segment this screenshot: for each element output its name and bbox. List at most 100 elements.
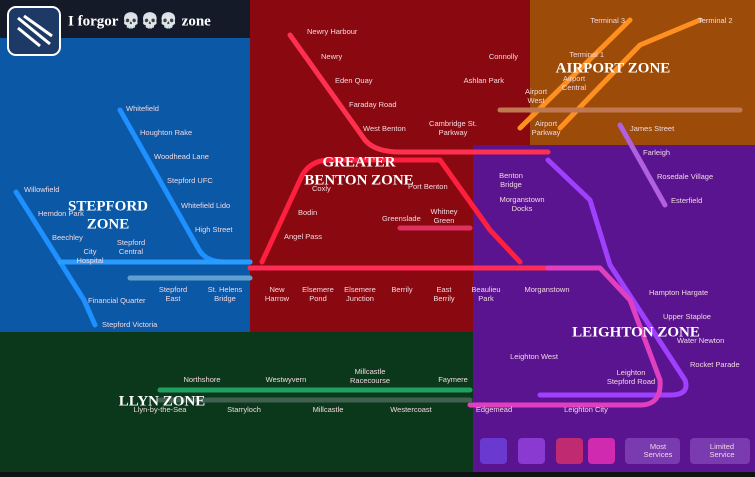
station-label: Terminal 1 <box>569 50 604 59</box>
zone-label: BENTON ZONE <box>304 172 413 188</box>
station-label: New <box>269 285 285 294</box>
station-label: Newry <box>321 52 343 61</box>
station-label: Farleigh <box>643 148 670 157</box>
station-label: Airport <box>563 74 586 83</box>
line <box>259 157 523 265</box>
station-label: Stepford Road <box>607 377 655 386</box>
station-label: Greenslade <box>382 214 421 223</box>
station-label: Pond <box>309 294 327 303</box>
app-icon-glyph <box>17 14 53 48</box>
line <box>617 122 668 208</box>
station-label: Stepford UFC <box>167 176 213 185</box>
station-label: Water Newton <box>677 336 724 345</box>
station-label: Llyn-by-the-Sea <box>134 405 188 414</box>
zone-label: STEPFORD <box>68 198 148 214</box>
zone-label: LLYN ZONE <box>119 393 206 409</box>
station-label: Rocket Parade <box>690 360 740 369</box>
station-label: Hemdon Park <box>38 209 84 218</box>
filter-label: Limited <box>710 442 734 451</box>
station-label: Beaulieu <box>471 285 500 294</box>
filter-label: Service <box>709 450 734 459</box>
station-label: Rosedale Village <box>657 172 713 181</box>
station-label: Morganstown <box>499 195 544 204</box>
station-label: Bridge <box>500 180 522 189</box>
station-label: Faymere <box>438 375 468 384</box>
station-label: Leighton <box>617 368 646 377</box>
zone-label: LEIGHTON ZONE <box>572 324 700 340</box>
line <box>13 189 98 328</box>
station-label: Whitefield <box>126 104 159 113</box>
station-label: Terminal 2 <box>698 16 733 25</box>
filter-button[interactable] <box>518 438 545 464</box>
station-label: Houghton Rake <box>140 128 192 137</box>
station-label: Beechley <box>52 233 83 242</box>
station-label: Stepford Victoria <box>102 320 158 329</box>
station-label: Eden Quay <box>335 76 373 85</box>
station-label: Hampton Hargate <box>649 288 708 297</box>
station-label: Junction <box>346 294 374 303</box>
station-label: Upper Staploe <box>663 312 711 321</box>
station-label: Bodin <box>298 208 317 217</box>
station-label: Cambridge St. <box>429 119 477 128</box>
line <box>537 157 689 398</box>
station-label: Northshore <box>183 375 220 384</box>
station-label: Coxly <box>312 184 331 193</box>
header-title: I forgor 💀💀💀 zone <box>68 11 211 29</box>
station-label: Morganstown <box>524 285 569 294</box>
station-label: Westercoast <box>390 405 432 414</box>
station-label: East <box>165 294 181 303</box>
station-label: Central <box>562 83 587 92</box>
station-label: Westwyvern <box>266 375 307 384</box>
zone-label: ZONE <box>87 216 130 232</box>
station-label: Millcastle <box>313 405 344 414</box>
station-label: City <box>84 247 97 256</box>
station-label: Berrily <box>433 294 455 303</box>
line <box>467 265 663 408</box>
station-label: Green <box>434 216 455 225</box>
filter-label: Most <box>650 442 667 451</box>
station-label: Airport <box>525 87 548 96</box>
station-label: Millcastle <box>355 367 386 376</box>
station-label: Docks <box>512 204 533 213</box>
station-label: Whitney <box>430 207 457 216</box>
zone-label: AIRPORT ZONE <box>556 60 671 76</box>
station-label: High Street <box>195 225 233 234</box>
station-label: Park <box>478 294 494 303</box>
filter-label: Services <box>644 450 673 459</box>
line <box>287 32 551 155</box>
station-label: Stepford <box>159 285 187 294</box>
station-label: Elsemere <box>344 285 376 294</box>
stepford-zone-area <box>0 38 250 352</box>
station-label: Leighton City <box>564 405 608 414</box>
zone-label: GREATER <box>322 154 395 170</box>
station-label: Benton <box>499 171 523 180</box>
station-label: James Street <box>630 124 675 133</box>
station-label: Central <box>119 247 144 256</box>
station-label: Hospital <box>76 256 103 265</box>
filter-button[interactable] <box>556 438 583 464</box>
station-label: Port Benton <box>408 182 448 191</box>
station-label: Willowfield <box>24 185 59 194</box>
station-label: Newry Harbour <box>307 27 358 36</box>
station-label: East <box>436 285 452 294</box>
station-label: Edgemead <box>476 405 512 414</box>
station-label: Angel Pass <box>284 232 322 241</box>
station-label: Woodhead Lane <box>154 152 209 161</box>
filter-toggle[interactable] <box>625 438 680 464</box>
station-label: Bridge <box>214 294 236 303</box>
station-label: Berrily <box>391 285 413 294</box>
station-label: Harrow <box>265 294 290 303</box>
filter-toggle[interactable] <box>690 438 750 464</box>
station-label: Faraday Road <box>349 100 397 109</box>
station-label: Whitefield Lido <box>181 201 230 210</box>
station-label: Terminal 3 <box>590 16 625 25</box>
station-label: Parkway <box>532 128 561 137</box>
station-label: Elsemere <box>302 285 334 294</box>
station-label: West Benton <box>363 124 406 133</box>
lines <box>13 17 743 408</box>
filter-button[interactable] <box>588 438 615 464</box>
station-label: Parkway <box>439 128 468 137</box>
filter-button[interactable] <box>480 438 507 464</box>
station-label: Financial Quarter <box>88 296 146 305</box>
